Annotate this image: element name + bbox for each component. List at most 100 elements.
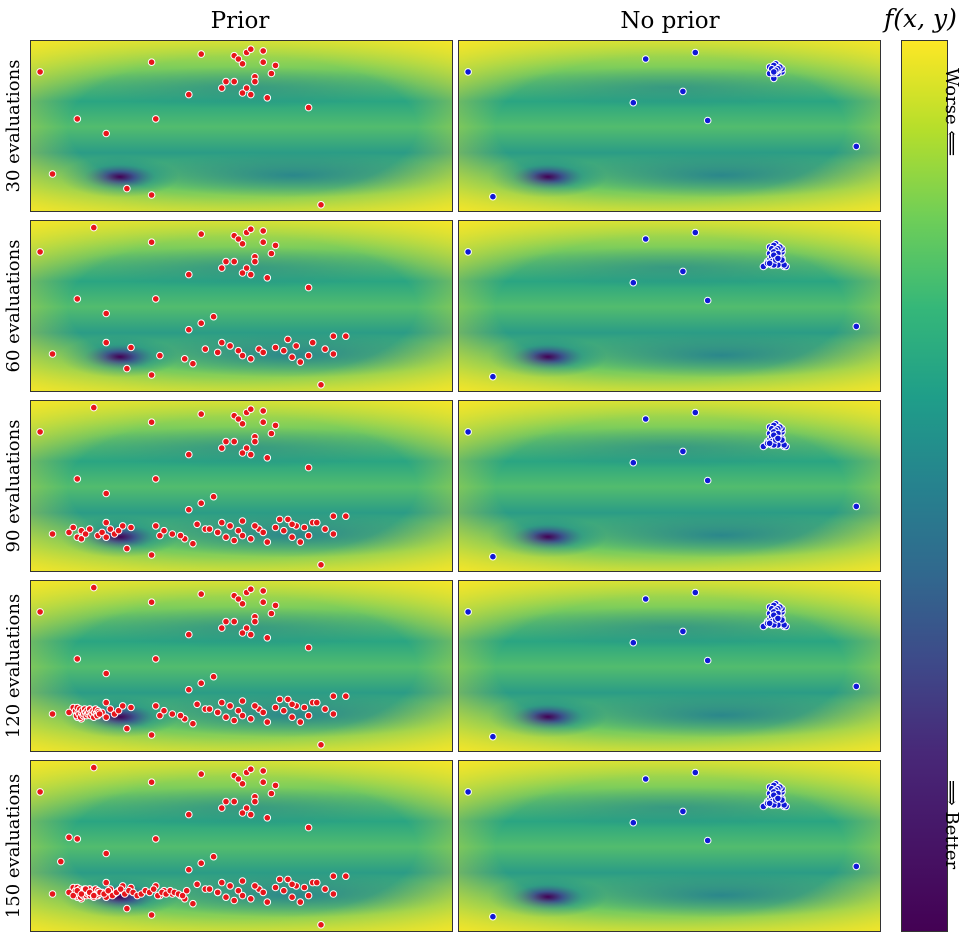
prior-point [185, 865, 193, 874]
prior-point [118, 702, 127, 710]
no-prior-point [641, 415, 650, 423]
prior-point [156, 351, 164, 360]
prior-point [317, 741, 325, 749]
prior-point [259, 587, 267, 595]
prior-point [329, 692, 338, 700]
prior-point [271, 523, 280, 532]
prior-point [114, 706, 123, 715]
row-label-150: 150 evaluations [3, 773, 24, 919]
no-prior-point [629, 278, 638, 287]
prior-point [234, 415, 243, 423]
prior-point [48, 350, 57, 358]
prior-point [275, 875, 284, 884]
no-prior-point [765, 439, 774, 448]
prior-point [147, 238, 156, 247]
prior-point [263, 634, 272, 642]
prior-point [304, 103, 313, 112]
prior-point [222, 437, 230, 446]
prior-point [280, 526, 288, 535]
prior-point [238, 420, 247, 428]
prior-point [288, 893, 296, 901]
prior-point [271, 241, 280, 250]
prior-point [247, 355, 255, 363]
prior-point [226, 882, 234, 890]
prior-point [197, 859, 205, 867]
prior-point [102, 489, 110, 498]
scatter-panel-prior-90 [30, 400, 453, 572]
prior-point [178, 891, 187, 900]
no-prior-point [464, 428, 472, 436]
prior-point [90, 763, 98, 772]
prior-point [201, 345, 210, 353]
prior-point [209, 312, 218, 321]
prior-point [321, 705, 329, 713]
prior-point [218, 444, 226, 452]
prior-point [95, 710, 104, 718]
no-prior-point [679, 807, 687, 816]
prior-point [304, 531, 313, 540]
prior-point [185, 325, 193, 334]
row-label-60: 60 evaluations [3, 239, 24, 373]
prior-point [156, 531, 164, 540]
scatter-panel-no-prior-120 [458, 580, 881, 752]
no-prior-point [703, 656, 712, 665]
prior-point [90, 891, 98, 900]
prior-point [209, 852, 218, 861]
no-prior-point [629, 98, 638, 107]
no-prior-point [629, 458, 638, 467]
prior-point [218, 338, 226, 347]
prior-point [259, 767, 267, 775]
prior-point [304, 711, 313, 720]
prior-point [275, 695, 284, 704]
no-prior-point [629, 818, 638, 827]
prior-point [288, 713, 296, 721]
prior-point [288, 520, 296, 529]
prior-point [127, 343, 135, 352]
prior-point [77, 535, 86, 543]
prior-point [251, 797, 259, 806]
prior-point [160, 706, 168, 715]
prior-point [73, 295, 82, 303]
prior-point [329, 872, 338, 880]
no-prior-point [464, 788, 472, 796]
no-prior-point [691, 768, 700, 777]
prior-point [147, 418, 156, 427]
prior-point [267, 789, 276, 798]
prior-point [218, 84, 226, 92]
prior-point [238, 240, 247, 248]
prior-point [48, 530, 57, 538]
prior-point [230, 257, 238, 266]
scatter-panel-no-prior-30 [458, 40, 881, 212]
prior-point [218, 804, 226, 812]
no-prior-point [774, 434, 782, 443]
prior-point [98, 528, 106, 537]
prior-point [317, 921, 325, 929]
prior-point [73, 835, 82, 843]
prior-point [259, 227, 267, 235]
prior-point [304, 643, 313, 652]
prior-point [304, 283, 313, 292]
prior-point [205, 885, 214, 893]
prior-point [238, 449, 247, 457]
no-prior-point [641, 235, 650, 243]
no-prior-point [852, 862, 861, 871]
prior-point [238, 600, 247, 608]
colorbar-worse-label: Worse ⟸ [941, 68, 962, 157]
prior-point [275, 515, 284, 524]
prior-point [147, 551, 156, 559]
prior-point [36, 428, 44, 436]
prior-point [247, 630, 255, 639]
row-label-30: 30 evaluations [3, 59, 24, 193]
prior-point [271, 781, 280, 790]
prior-point [123, 364, 131, 373]
prior-point [304, 463, 313, 472]
prior-point [321, 525, 329, 533]
prior-point [288, 880, 296, 889]
prior-point [284, 515, 292, 524]
prior-point [213, 528, 222, 537]
no-prior-point [691, 408, 700, 417]
prior-point [85, 525, 94, 533]
prior-point [123, 184, 131, 193]
prior-point [259, 407, 267, 415]
prior-point [288, 353, 296, 361]
